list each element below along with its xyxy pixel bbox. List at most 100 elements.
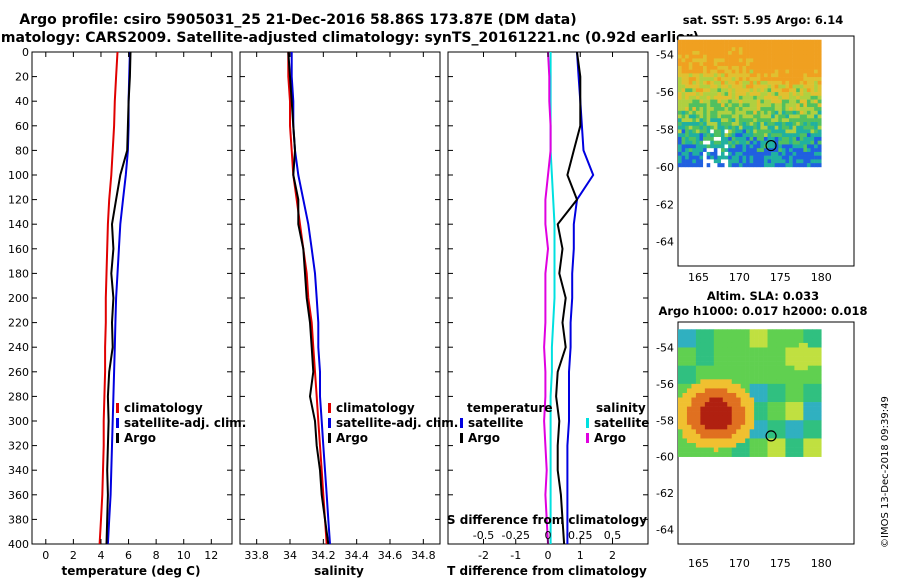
sst-map-cell <box>742 43 747 48</box>
sst-map-cell <box>781 54 786 59</box>
sla-map-cell <box>686 406 692 412</box>
sla-map-cell <box>772 329 777 335</box>
sst-map-cell <box>771 110 775 115</box>
sst-map-cell <box>678 136 682 142</box>
sst-map-cell <box>785 148 790 153</box>
sla-map-cell <box>754 415 759 421</box>
sst-map-cell <box>703 50 707 55</box>
sst-map-cell <box>771 95 775 100</box>
sst-map-cell <box>749 140 754 145</box>
sst-map-cell <box>767 155 772 160</box>
sst-map-cell <box>728 65 733 70</box>
sst-map-cell <box>803 65 808 70</box>
sst-map-cell <box>753 43 758 48</box>
sla-map-cell <box>722 392 728 398</box>
sst-map-cell <box>771 65 775 70</box>
sst-map-cell <box>767 43 772 48</box>
sst-map-cell <box>681 159 686 164</box>
sst-map-cell <box>760 114 765 119</box>
sla-map-cell <box>713 356 719 362</box>
sst-map-cell <box>699 99 704 104</box>
sst-map-cell <box>785 125 790 130</box>
sst-map-cell <box>688 103 693 108</box>
sst-map-cell <box>771 77 775 82</box>
sla-map-cell <box>745 415 750 421</box>
sst-map-cell <box>742 84 747 89</box>
sst-map-cell <box>699 50 704 55</box>
sst-map-cell <box>717 118 722 123</box>
sst-map-cell <box>720 118 725 123</box>
sla-map-cell <box>691 433 697 439</box>
sst-map-cell <box>799 110 804 115</box>
sst-map-cell <box>699 136 704 142</box>
sst-map-cell <box>810 155 815 160</box>
sla-map-cell <box>767 411 773 417</box>
sst-map-cell <box>703 110 707 115</box>
sla-map-cell <box>718 447 724 453</box>
sst-map-cell <box>771 54 775 59</box>
sst-map-cell <box>688 159 693 164</box>
sst-map-cell <box>814 95 818 100</box>
sla-map-cell <box>695 420 701 426</box>
sst-map-cell <box>814 155 818 160</box>
sla-map-cell <box>709 406 715 412</box>
sla-map-cell <box>713 443 719 448</box>
sla-map-cell <box>718 383 724 389</box>
sla-map-cell <box>731 383 737 389</box>
sla-map-cell <box>816 347 822 353</box>
sla-map-cell <box>731 356 737 362</box>
sst-map-cell <box>688 62 693 67</box>
sla-map-cell <box>745 443 750 448</box>
sla-map-cell <box>812 383 818 389</box>
sla-map-cell <box>678 333 683 339</box>
sla-map-cell <box>767 406 773 412</box>
sla-map-cell <box>772 338 777 344</box>
sst-map-cell <box>760 73 765 78</box>
sla-map-cell <box>682 361 688 366</box>
sla-map-cell <box>682 388 688 394</box>
sst-map-cell <box>799 92 804 97</box>
sla-map-cell <box>776 338 782 344</box>
sst-map-cell <box>749 122 754 127</box>
sla-map-cell <box>731 361 737 366</box>
sla-map-cell <box>772 379 777 385</box>
depth-tick-label: 340 <box>8 464 29 477</box>
sst-map-cell <box>692 50 697 55</box>
sst-map-cell <box>778 58 783 63</box>
sla-map-cell <box>754 333 759 339</box>
sst-map-cell <box>728 80 733 85</box>
sla-map-cell <box>704 342 710 348</box>
sla-map-cell <box>695 433 701 439</box>
sst-map-cell <box>792 62 797 67</box>
sla-map-cell <box>758 342 764 348</box>
sla-map-cell <box>736 379 741 385</box>
sla-map-cell <box>709 452 715 457</box>
sst-map-cell <box>746 133 750 138</box>
sst-map-cell <box>685 118 690 123</box>
sla-map-cell <box>803 383 809 389</box>
sst-map-cell <box>720 129 725 134</box>
sst-map-cell <box>810 47 815 52</box>
sst-map-cell <box>731 65 736 70</box>
sla-map-cell <box>776 452 782 457</box>
sst-map-cell <box>720 43 725 48</box>
sst-map-cell <box>792 144 797 149</box>
sla-map-cell <box>704 361 710 366</box>
sst-map-cell <box>678 92 682 97</box>
sst-map-cell <box>749 99 754 104</box>
sla-lon-label: 165 <box>688 557 709 570</box>
sla-map-cell <box>758 370 764 376</box>
sst-map-cell <box>692 133 697 138</box>
sst-map-cell <box>724 80 729 85</box>
sla-map-cell <box>803 402 809 407</box>
sst-map-cell <box>774 43 779 48</box>
sst-map-cell <box>817 62 822 67</box>
sst-map-cell <box>731 151 736 156</box>
sla-map-cell <box>758 447 764 453</box>
sst-map-cell <box>713 95 718 100</box>
sst-map-cell <box>688 151 693 156</box>
sst-map-cell <box>717 65 722 70</box>
sst-map-cell <box>753 47 758 52</box>
sst-map-cell <box>763 159 768 164</box>
sst-map-cell <box>753 144 758 149</box>
